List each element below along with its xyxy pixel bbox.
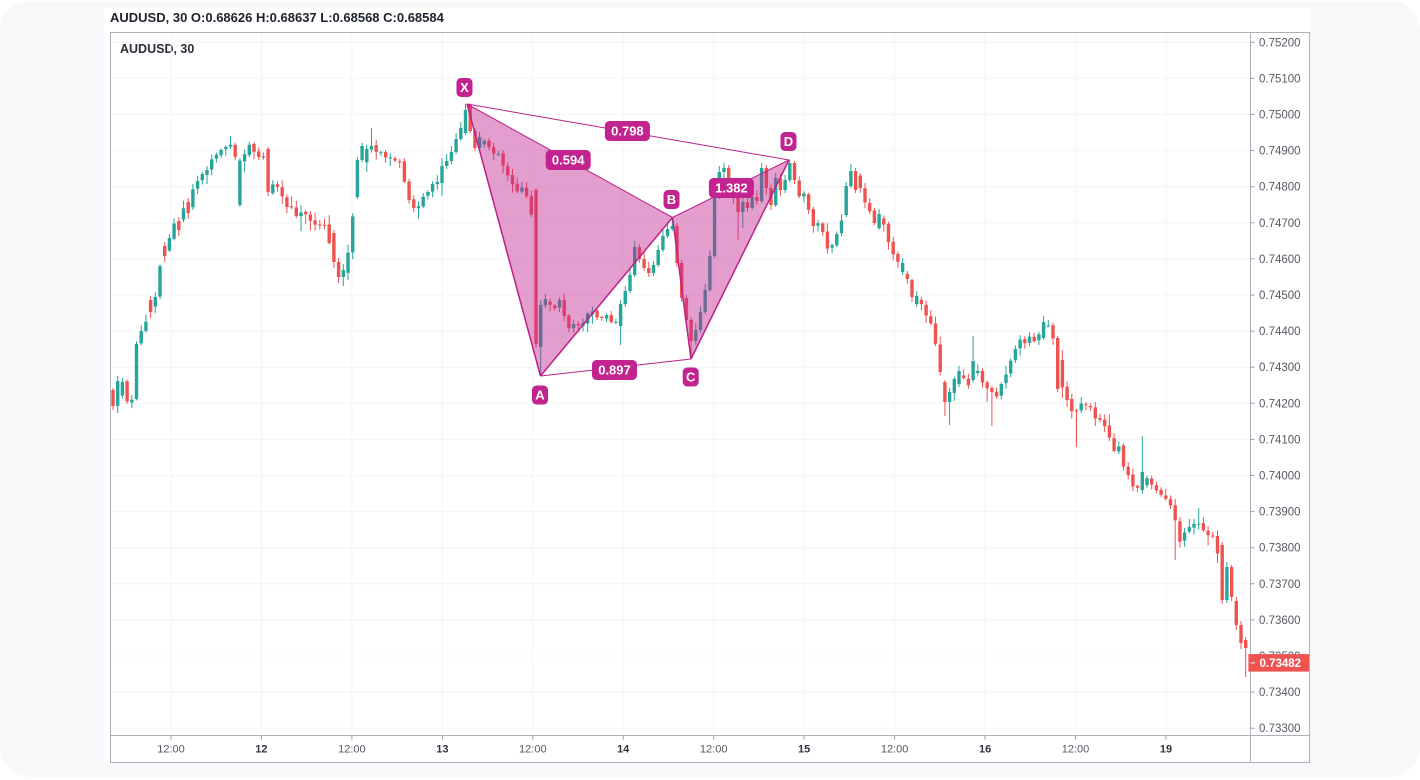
svg-text:16: 16 (979, 744, 991, 756)
svg-text:D: D (784, 134, 793, 149)
svg-text:0.73400: 0.73400 (1259, 687, 1301, 699)
svg-text:19: 19 (1160, 744, 1172, 756)
svg-text:15: 15 (798, 744, 810, 756)
svg-text:B: B (667, 192, 676, 207)
svg-text:0.75200: 0.75200 (1259, 37, 1301, 49)
svg-text:0.73900: 0.73900 (1259, 507, 1301, 519)
svg-text:12:00: 12:00 (519, 744, 547, 756)
svg-text:0.74100: 0.74100 (1259, 434, 1301, 446)
svg-text:0.73700: 0.73700 (1259, 579, 1301, 591)
svg-text:12:00: 12:00 (338, 744, 366, 756)
svg-text:0.74500: 0.74500 (1259, 290, 1301, 302)
svg-text:0.74900: 0.74900 (1259, 146, 1301, 158)
svg-text:12:00: 12:00 (700, 744, 728, 756)
svg-text:0.897: 0.897 (598, 363, 631, 378)
svg-text:0.73800: 0.73800 (1259, 543, 1301, 555)
svg-text:C: C (686, 370, 696, 385)
svg-text:0.74600: 0.74600 (1259, 254, 1301, 266)
svg-text:0.74200: 0.74200 (1259, 398, 1301, 410)
svg-text:0.73300: 0.73300 (1259, 723, 1301, 735)
svg-text:0.73482: 0.73482 (1260, 658, 1302, 670)
svg-text:0.73600: 0.73600 (1259, 615, 1301, 627)
svg-text:12:00: 12:00 (157, 744, 185, 756)
svg-text:0.798: 0.798 (611, 124, 644, 139)
svg-text:0.74800: 0.74800 (1259, 182, 1301, 194)
svg-text:0.75000: 0.75000 (1259, 110, 1301, 122)
svg-text:13: 13 (436, 744, 448, 756)
svg-text:0.594: 0.594 (552, 153, 585, 168)
svg-text:X: X (460, 80, 469, 95)
svg-text:12:00: 12:00 (1062, 744, 1090, 756)
svg-text:12: 12 (255, 744, 267, 756)
svg-text:14: 14 (617, 744, 630, 756)
svg-text:0.74700: 0.74700 (1259, 218, 1301, 230)
svg-text:0.75100: 0.75100 (1259, 73, 1301, 85)
svg-text:12:00: 12:00 (881, 744, 909, 756)
svg-text:0.74300: 0.74300 (1259, 362, 1301, 374)
svg-text:1.382: 1.382 (715, 181, 748, 196)
svg-text:0.74000: 0.74000 (1259, 471, 1301, 483)
svg-text:A: A (535, 388, 545, 403)
svg-text:0.74400: 0.74400 (1259, 326, 1301, 338)
